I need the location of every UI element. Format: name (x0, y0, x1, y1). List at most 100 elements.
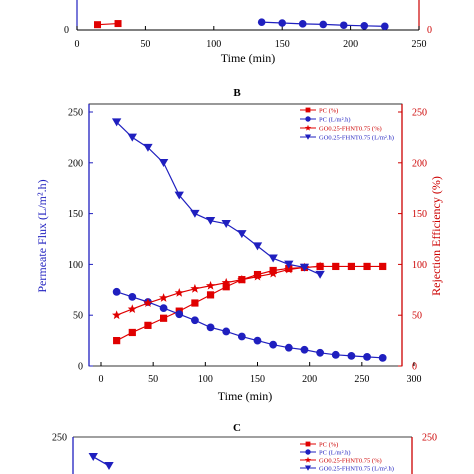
top-series-1-point (319, 20, 328, 29)
panel-b-series-2-point (237, 274, 247, 284)
panel-b-series-2-point (268, 268, 278, 278)
panel-b-x-axis-title: Time (min) (218, 389, 273, 403)
panel-b-series-2-point (190, 283, 200, 293)
panel-b-left-tick-label: 50 (73, 311, 83, 322)
panel-b-series-1-point (347, 351, 356, 360)
panel-b-y-axis-title: Permeate Flux (L/m².h) (35, 179, 49, 292)
panel-b-x-tick-label: 0 (99, 374, 104, 385)
top-x-tick-label: 50 (140, 39, 150, 50)
panel-b-series-1-point (175, 310, 184, 319)
panel-b-legend-2-label: GO0.25-FHNT0.75 (%) (319, 125, 382, 132)
panel-b-right-tick-label: 100 (412, 260, 427, 271)
panel-b-x-tick-label: 200 (302, 374, 317, 385)
top-series-1-point (339, 21, 348, 30)
panel-b-series-3-point (252, 242, 263, 251)
panel-b-series-1-point (237, 332, 246, 341)
panel-b-series-1-point (222, 327, 231, 336)
panel-b-legend-0-label: PC (%) (319, 107, 338, 114)
panel-b-series-0-point (113, 337, 121, 345)
panel-b-x-tick-label: 50 (148, 374, 158, 385)
panel-b-series-1-point (128, 293, 137, 301)
panel-b-series-3-point (299, 263, 310, 272)
top-series-1-point (257, 18, 266, 26)
panel-b-left-tick-label: 150 (68, 209, 83, 220)
top-left-tick-label: 0 (64, 25, 69, 36)
panel-b-series-1-point (269, 340, 278, 349)
panel-b-legend-3-marker (304, 134, 312, 140)
panel-b-legend-0-marker (305, 107, 311, 113)
panel-b-right-tick-label: 250 (412, 108, 427, 119)
panel-b-series-3-point (237, 230, 247, 239)
panel-b-right-tick-label: 150 (412, 209, 427, 220)
panel-b-series-2-point (143, 298, 153, 307)
panel-b-series-2-point (284, 264, 294, 274)
panel-c-label: C (233, 422, 241, 434)
panel-b-series-2-point (252, 271, 263, 281)
panel-b-legend-2-marker (304, 124, 312, 131)
top-series-1-point (298, 20, 307, 28)
panel-b-frame (88, 103, 403, 367)
panel-b-x-tick-label: 300 (407, 374, 422, 385)
top-x-tick-label: 150 (275, 39, 290, 50)
panel-c-legend-0-marker (305, 441, 311, 447)
panel-b-series-0-point (128, 328, 136, 337)
top-series-0-point (114, 20, 122, 28)
panel-b-series-1-point (253, 336, 262, 345)
top-x-tick-label: 0 (75, 39, 80, 50)
panel-b-series-2-point (205, 280, 216, 290)
panel-b-right-tick-label: 50 (412, 311, 422, 322)
panel-b-legend-1-label: PC (L/m².h) (319, 116, 351, 123)
panel-b-series-2-point (174, 287, 184, 297)
panel-b-series-0-point (222, 283, 230, 291)
panel-c-legend-1-marker (305, 449, 311, 455)
panel-b-series-2-point (112, 310, 122, 320)
panel-b-series-2-point (221, 277, 231, 287)
panel-b-label: B (233, 87, 241, 99)
top-series-1-point (360, 22, 369, 30)
panel-b-series-1-point (112, 287, 121, 296)
panel-b-series-3-point (315, 270, 325, 279)
panel-b-series-0-point (363, 262, 371, 271)
panel-b-y2-axis-title: Rejection Efficiency (%) (429, 176, 443, 296)
panel-b-left-tick-label: 200 (68, 158, 83, 169)
panel-b-series-0-point (191, 299, 199, 307)
panel-b-series-0-point (144, 321, 152, 329)
panel-c-series-3-point (104, 462, 114, 471)
panel-b-series-0-point (332, 262, 340, 271)
panel-b-series-3-point (143, 143, 153, 152)
panel-c-series-3-point (88, 453, 98, 462)
panel-b-legend-1-marker (305, 116, 311, 122)
panel-b-left-tick-label: 100 (68, 260, 83, 271)
panel-b-series-0-point (160, 314, 168, 322)
panel-b-series-1-point (159, 304, 168, 312)
panel-b-series-1-point (206, 323, 215, 332)
panel-b-series-1-point (284, 343, 293, 352)
panel-b-series-3-point (111, 118, 122, 127)
panel-b-series-3-point (221, 220, 231, 228)
panel-b-series-3-point (127, 133, 137, 142)
panel-b-series-2-point (158, 293, 169, 302)
top-series-0-point (94, 21, 102, 29)
panel-b-series-3-point (158, 159, 169, 168)
panel-b-left-tick-label: 250 (68, 108, 83, 119)
panel-c-legend-2-label: GO0.25-FHNT0.75 (%) (319, 457, 382, 464)
panel-b-series-3-point (205, 216, 216, 225)
top-x-tick-label: 100 (206, 39, 221, 50)
panel-b-series-2-point (315, 261, 325, 271)
panel-b-right-tick-label: 0 (412, 362, 417, 373)
panel-c-legend-3-label: GO0.25-FHNT0.75 (L/m².h) (319, 465, 394, 472)
panel-b-left-tick-label: 0 (78, 362, 83, 373)
panel-b-series-1-point (316, 348, 324, 357)
panel-b-series-1-point (363, 352, 371, 361)
panel-b-x-tick-label: 150 (250, 374, 265, 385)
panel-b-legend-3-label: GO0.25-FHNT0.75 (L/m².h) (319, 134, 394, 141)
top-x-tick-label: 200 (343, 39, 358, 50)
top-right-tick-label: 0 (427, 25, 432, 36)
top-x-tick-label: 250 (412, 39, 427, 50)
panel-b-series-1-point (300, 345, 309, 354)
panel-b-x-tick-label: 250 (354, 374, 369, 385)
top-series-1-point (278, 19, 287, 27)
panel-b-series-0-point (206, 291, 215, 299)
panel-b-series-2-point (127, 304, 137, 314)
